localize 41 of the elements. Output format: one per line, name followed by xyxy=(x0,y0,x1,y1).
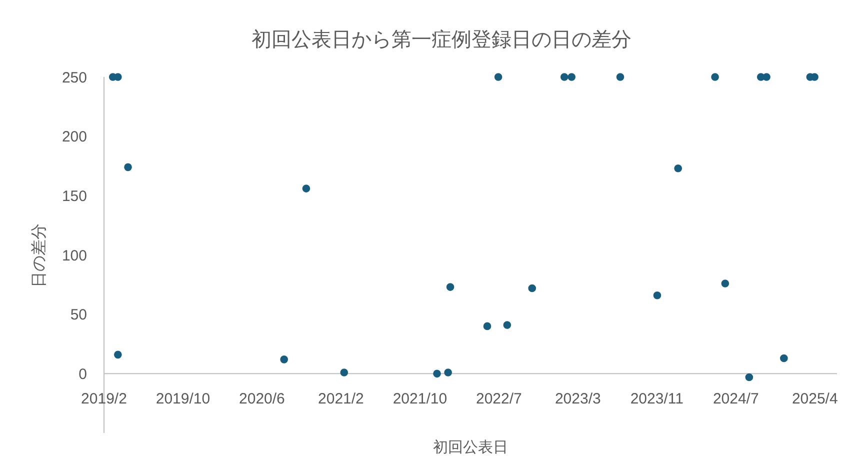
point xyxy=(780,354,788,362)
point xyxy=(674,164,682,172)
point xyxy=(114,350,122,359)
y-axis-title: 日の差分 xyxy=(29,223,48,288)
point xyxy=(503,321,512,329)
point xyxy=(446,283,454,291)
point xyxy=(528,284,536,292)
point xyxy=(745,373,754,382)
point xyxy=(444,368,452,376)
y-tick-label: 50 xyxy=(70,306,87,324)
point xyxy=(302,184,310,192)
x-tick-label: 2019/2 xyxy=(81,390,127,408)
y-tick-label: 100 xyxy=(62,247,87,264)
x-tick-label: 2024/7 xyxy=(712,390,759,408)
x-tick-label: 2023/3 xyxy=(554,390,601,408)
y-tick-label: 200 xyxy=(62,128,87,146)
point xyxy=(494,73,502,81)
point xyxy=(568,73,576,81)
y-tick-label: 0 xyxy=(78,366,87,383)
y-tick-label: 150 xyxy=(62,188,87,205)
point xyxy=(340,368,348,376)
point xyxy=(711,73,719,81)
x-tick-label: 2021/10 xyxy=(392,390,448,408)
point xyxy=(124,163,132,172)
x-tick-label: 2020/6 xyxy=(239,390,285,408)
x-tick-label: 2025/4 xyxy=(792,390,838,408)
x-tick-label: 2022/7 xyxy=(476,390,522,408)
point xyxy=(433,370,441,378)
point xyxy=(653,291,662,300)
point xyxy=(483,322,492,330)
point xyxy=(280,356,288,364)
point xyxy=(616,73,624,81)
point xyxy=(762,73,770,81)
x-tick-label: 2019/10 xyxy=(156,390,210,408)
x-tick-label: 2021/2 xyxy=(318,390,364,408)
y-tick-label: 250 xyxy=(62,69,87,86)
point xyxy=(560,73,568,81)
point xyxy=(721,280,730,288)
chart-title: 初回公表日から第一症例登録日の日の差分 xyxy=(252,27,632,51)
x-axis-title: 初回公表日 xyxy=(433,438,508,456)
x-tick-label: 2023/11 xyxy=(630,390,684,408)
